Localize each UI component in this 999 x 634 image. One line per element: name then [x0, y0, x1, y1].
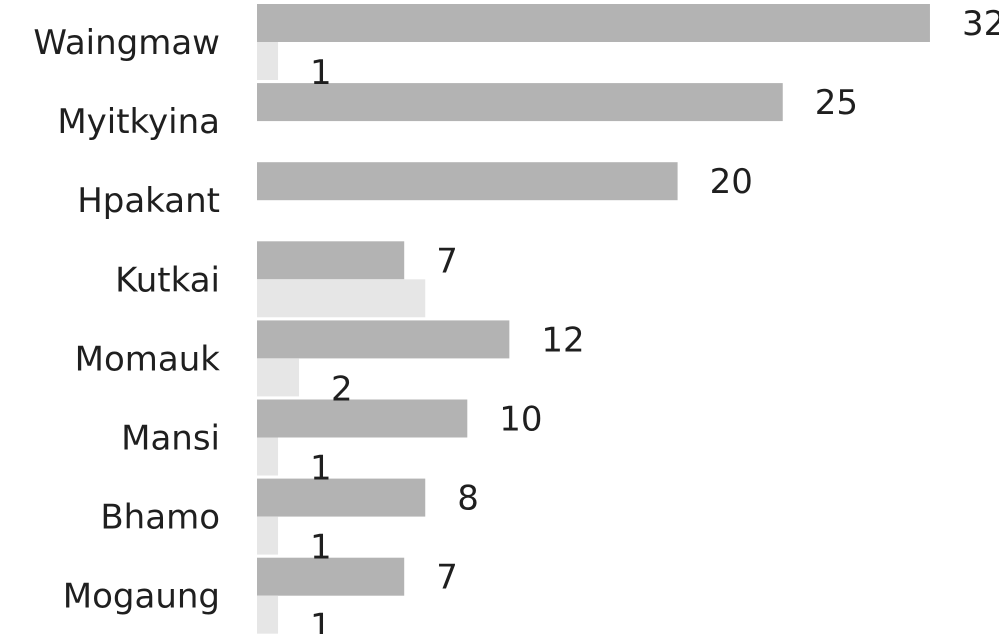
category-label-mogaung: Mogaung: [63, 577, 220, 617]
value-label-momauk-series-1: 12: [541, 320, 584, 360]
category-label-hpakant: Hpakant: [77, 181, 220, 221]
value-label-hpakant-series-1: 20: [710, 162, 753, 202]
value-label-mansi-series-1: 10: [499, 400, 542, 440]
value-label-mogaung-series-2: 1: [310, 607, 332, 634]
bar-hpakant-series-1: [257, 162, 678, 201]
bar-kutkai-series-1: [257, 241, 405, 280]
bar-mansi-series-2: [257, 437, 279, 476]
category-labels: Waingmaw Myitkyina Hpakant Kutkai Momauk Mans…: [33, 23, 220, 617]
category-label-bhamo: Bhamo: [100, 498, 220, 538]
value-label-myitkyina-series-1: 25: [815, 83, 858, 123]
category-label-waingmaw: Waingmaw: [33, 23, 220, 63]
bar-waingmaw-series-2: [257, 42, 279, 80]
bar-waingmaw-series-1: [257, 4, 930, 42]
bars: [257, 4, 930, 634]
value-label-bhamo-series-2: 1: [310, 528, 332, 568]
category-label-momauk: Momauk: [75, 339, 221, 379]
value-label-momauk-series-2: 2: [331, 369, 353, 409]
bar-myitkyina-series-1: [257, 83, 783, 122]
bar-bhamo-series-1: [257, 478, 426, 517]
value-label-waingmaw-series-2: 1: [310, 53, 332, 93]
bar-momauk-series-1: [257, 320, 510, 359]
bar-bhamo-series-2: [257, 516, 279, 555]
bar-mogaung-series-2: [257, 595, 279, 634]
value-label-bhamo-series-1: 8: [457, 479, 479, 519]
value-label-waingmaw-series-1: 32: [962, 4, 999, 44]
bar-kutkai-series-2: [257, 279, 426, 318]
value-label-mansi-series-2: 1: [310, 449, 332, 489]
category-label-mansi: Mansi: [121, 419, 220, 459]
category-label-kutkai: Kutkai: [115, 260, 220, 300]
value-label-mogaung-series-1: 7: [436, 558, 458, 598]
bar-mansi-series-1: [257, 399, 468, 438]
value-label-kutkai-series-1: 7: [436, 241, 458, 281]
bar-mogaung-series-1: [257, 557, 405, 596]
category-label-myitkyina: Myitkyina: [57, 102, 220, 142]
bar-momauk-series-2: [257, 358, 300, 397]
